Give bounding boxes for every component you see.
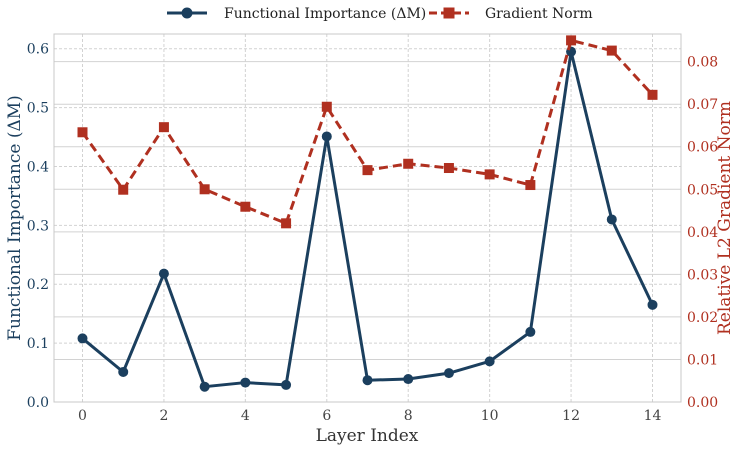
x-tick-label: 10 [481, 408, 499, 424]
legend-label-functional-importance: Functional Importance (ΔM) [224, 6, 426, 22]
data-point-gradient-norm [403, 158, 414, 169]
legend-item-gradient-norm: Gradient Norm [429, 6, 593, 22]
data-point-gradient-norm [443, 163, 454, 174]
x-tick-label: 6 [322, 408, 331, 424]
data-point-gradient-norm [281, 218, 292, 229]
data-point-functional-importance [281, 379, 292, 390]
data-point-gradient-norm [199, 184, 210, 195]
data-point-functional-importance [158, 268, 169, 279]
y-tick-label-right: 0.08 [687, 55, 718, 71]
data-point-gradient-norm [240, 201, 251, 212]
y-tick-label-right: 0.04 [687, 225, 718, 241]
plot-frame [53, 33, 682, 403]
data-point-gradient-norm [647, 89, 658, 100]
y-axis-label-left: Functional Importance (ΔM) [5, 95, 25, 341]
y-tick-label-right: 0.05 [687, 182, 718, 198]
data-point-functional-importance [321, 131, 332, 142]
data-point-gradient-norm [484, 169, 495, 180]
legend-marker-circle [181, 7, 193, 19]
data-point-functional-importance [647, 299, 658, 310]
y-tick-label-right: 0.00 [687, 395, 718, 411]
data-point-gradient-norm [77, 127, 88, 138]
x-tick-label: 14 [644, 408, 662, 424]
x-tick-label: 12 [562, 408, 580, 424]
x-tick-label: 4 [241, 408, 250, 424]
data-point-gradient-norm [606, 45, 617, 56]
y-tick-label-right: 0.01 [687, 352, 718, 368]
y-axis-label-right: Relative L2 Gradient Norm [715, 101, 735, 335]
data-point-functional-importance [484, 356, 495, 367]
data-point-functional-importance [403, 374, 414, 385]
data-point-functional-importance [118, 366, 129, 377]
data-point-gradient-norm [118, 184, 129, 195]
data-point-functional-importance [362, 375, 373, 386]
legend-marker-square [443, 7, 455, 19]
y-tick-label-left: 0.6 [27, 42, 49, 58]
data-point-gradient-norm [566, 35, 577, 46]
series-layer [77, 35, 658, 392]
legend-label-gradient-norm: Gradient Norm [485, 6, 593, 22]
y-ticks-right: 0.00 0.01 0.02 0.03 0.04 0.05 0.06 0.07 0.08 [687, 55, 718, 411]
x-tick-label: 0 [78, 408, 87, 424]
legend-item-functional-importance: Functional Importance (ΔM) [167, 6, 426, 22]
legend: Functional Importance (ΔM) Gradient Norm [167, 6, 593, 22]
data-point-functional-importance [240, 377, 251, 388]
data-point-functional-importance [525, 326, 536, 337]
y-tick-label-left: 0.3 [27, 218, 49, 234]
data-point-gradient-norm [362, 165, 373, 176]
y-tick-label-left: 0.0 [27, 395, 49, 411]
y-tick-label-right: 0.02 [687, 310, 718, 326]
x-ticks: 0 2 4 6 8 10 12 14 [78, 408, 661, 424]
data-point-gradient-norm [321, 101, 332, 112]
data-point-functional-importance [606, 214, 617, 225]
y-tick-label-left: 0.5 [27, 101, 49, 117]
y-tick-label-right: 0.07 [687, 97, 718, 113]
y-tick-label-right: 0.06 [687, 140, 718, 156]
data-point-gradient-norm [525, 180, 536, 191]
data-point-functional-importance [77, 333, 88, 344]
data-point-functional-importance [443, 368, 454, 379]
x-tick-label: 8 [404, 408, 413, 424]
y-tick-label-left: 0.4 [27, 159, 49, 175]
x-axis-label: Layer Index [316, 426, 419, 446]
y-ticks-left: 0.0 0.1 0.2 0.3 0.4 0.5 0.6 [27, 42, 49, 411]
x-tick-label: 2 [159, 408, 168, 424]
y-tick-label-left: 0.2 [27, 277, 49, 293]
data-point-gradient-norm [158, 122, 169, 133]
data-point-functional-importance [199, 381, 210, 392]
y-tick-label-right: 0.03 [687, 267, 718, 283]
y-tick-label-left: 0.1 [27, 336, 49, 352]
plot-background [54, 34, 681, 402]
